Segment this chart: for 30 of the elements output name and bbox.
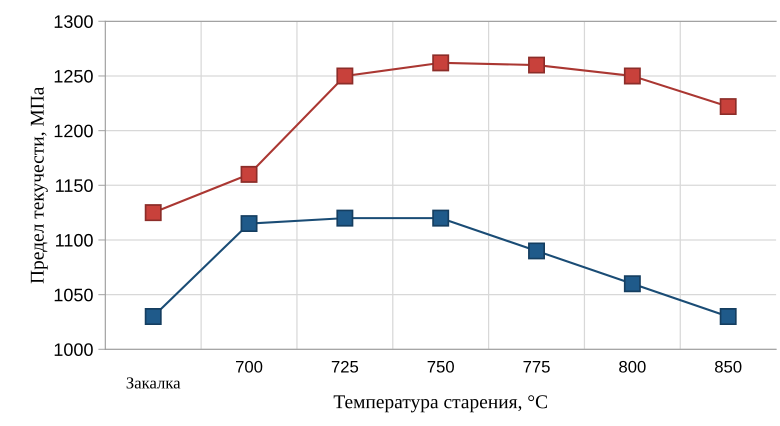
point bbox=[624, 67, 641, 84]
point bbox=[432, 210, 450, 227]
x-tick-label: Закалка bbox=[126, 377, 180, 389]
point bbox=[720, 308, 737, 325]
y-tick-label: 1000 bbox=[54, 343, 93, 356]
x-tick-label: 750 bbox=[428, 360, 454, 373]
point bbox=[144, 204, 162, 222]
point bbox=[336, 210, 354, 227]
point bbox=[336, 67, 354, 84]
x-tick-label: 850 bbox=[715, 360, 742, 373]
y-tick-label: 1250 bbox=[54, 70, 93, 83]
y-axis-title: Предел текучести, МПа bbox=[30, 86, 48, 284]
y-tick-label: 1100 bbox=[56, 234, 93, 247]
y-tick-label: 1050 bbox=[54, 288, 93, 302]
x-tick-label: 725 bbox=[332, 360, 358, 373]
y-tick-label: 1150 bbox=[56, 179, 93, 192]
point bbox=[528, 242, 546, 260]
point bbox=[720, 98, 737, 116]
point bbox=[624, 275, 641, 292]
x-axis-title: Температура старения, °C bbox=[334, 395, 547, 412]
point bbox=[240, 215, 258, 232]
x-tick-label: 700 bbox=[236, 360, 262, 373]
y-tick-label: 1300 bbox=[54, 15, 93, 28]
point bbox=[528, 56, 546, 74]
point bbox=[144, 308, 162, 325]
y-tick-label: 1200 bbox=[54, 124, 93, 138]
x-tick-label: 800 bbox=[619, 360, 646, 373]
point bbox=[240, 166, 258, 183]
x-tick-label: 775 bbox=[523, 361, 550, 373]
point bbox=[432, 54, 450, 72]
